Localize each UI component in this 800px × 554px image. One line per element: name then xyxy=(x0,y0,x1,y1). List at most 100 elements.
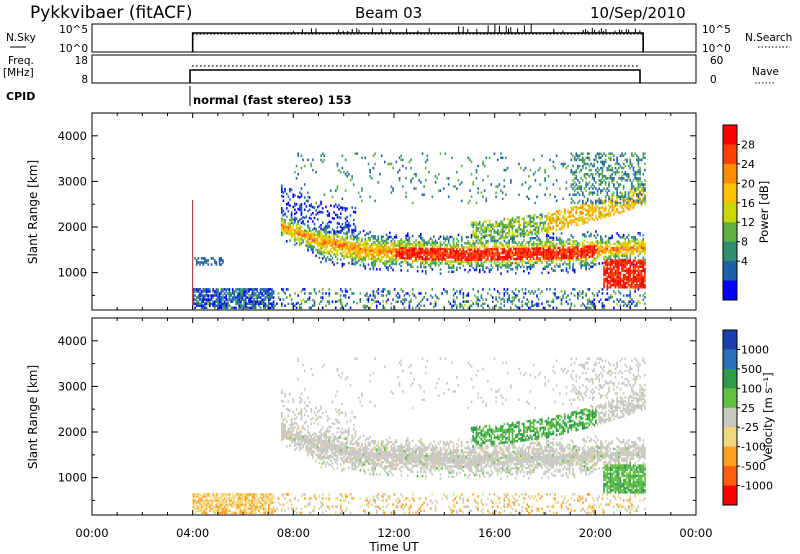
power-cell xyxy=(246,305,249,309)
power-cell xyxy=(631,271,633,275)
power-cell xyxy=(308,243,311,247)
power-cell xyxy=(199,294,201,297)
power-cell xyxy=(606,292,609,295)
power-cell xyxy=(575,158,578,162)
power-cell xyxy=(554,246,556,250)
power-cell xyxy=(639,279,641,283)
power-cell xyxy=(300,217,303,220)
power-cell xyxy=(470,304,473,308)
power-cell xyxy=(213,259,216,262)
power-cell xyxy=(591,246,594,250)
power-cell xyxy=(516,265,519,269)
power-cell xyxy=(599,237,602,241)
power-cell xyxy=(459,302,461,305)
power-cell xyxy=(627,240,630,243)
power-cell xyxy=(604,235,607,238)
power-cell xyxy=(457,246,460,249)
power-cell xyxy=(573,158,576,162)
power-cell xyxy=(529,257,532,260)
power-cell xyxy=(403,306,406,310)
power-cell xyxy=(608,204,610,207)
power-cell xyxy=(622,166,625,170)
power-cell xyxy=(220,292,223,295)
power-cell xyxy=(245,306,247,310)
power-cell xyxy=(338,235,340,238)
power-cell xyxy=(581,193,584,196)
power-cell xyxy=(559,256,561,260)
power-cell xyxy=(377,300,380,303)
power-cell xyxy=(614,210,617,214)
power-cell xyxy=(218,304,221,308)
power-cell xyxy=(387,248,389,251)
power-cell xyxy=(521,253,524,257)
power-cell xyxy=(364,246,367,249)
nave-label: Nave xyxy=(752,66,779,78)
power-cell xyxy=(385,243,388,247)
power-cell xyxy=(564,212,566,215)
power-cell xyxy=(388,248,391,251)
power-cell xyxy=(439,189,442,192)
power-cell xyxy=(336,239,339,242)
power-cell xyxy=(429,294,432,297)
power-cell xyxy=(640,187,643,190)
power-cell xyxy=(500,251,502,255)
power-cell xyxy=(398,254,401,258)
power-cell xyxy=(606,271,609,275)
power-cell xyxy=(297,195,299,199)
power-cell xyxy=(591,217,594,220)
power-cell xyxy=(608,261,610,264)
power-cell xyxy=(248,298,250,301)
power-cell xyxy=(632,179,635,182)
power-cell xyxy=(334,238,337,242)
power-cell xyxy=(472,258,474,262)
power-cell xyxy=(609,259,612,262)
power-cell xyxy=(328,250,331,253)
power-cell xyxy=(495,298,497,301)
power-cell xyxy=(637,265,640,269)
power-cell xyxy=(267,300,270,303)
power-cell xyxy=(439,243,442,247)
power-cell xyxy=(272,300,275,303)
power-cell xyxy=(454,303,456,306)
power-cell xyxy=(542,253,545,256)
power-cell xyxy=(302,230,304,234)
power-cell xyxy=(493,262,496,265)
power-cell xyxy=(323,238,326,242)
power-cell xyxy=(238,306,241,310)
power-cell xyxy=(320,202,322,206)
power-cell xyxy=(281,229,283,233)
power-cell xyxy=(493,247,496,251)
power-cell xyxy=(596,152,599,155)
power-cell xyxy=(454,252,456,255)
power-cell xyxy=(195,263,198,266)
power-cell xyxy=(622,242,625,245)
power-cell xyxy=(500,255,502,259)
power-cell xyxy=(370,263,373,267)
power-cell xyxy=(240,298,242,301)
power-cell xyxy=(354,206,357,210)
power-cell xyxy=(333,234,335,238)
power-cell xyxy=(586,152,589,155)
power-cell xyxy=(384,239,386,243)
power-cell xyxy=(493,235,496,238)
power-cell xyxy=(380,294,383,297)
power-cell xyxy=(228,304,231,308)
power-cell xyxy=(369,238,371,242)
power-cell xyxy=(236,288,239,291)
power-cell xyxy=(213,306,216,310)
power-cell xyxy=(532,236,535,240)
power-cell xyxy=(357,245,360,248)
power-cell xyxy=(384,264,386,267)
power-cell xyxy=(544,253,546,256)
power-cell xyxy=(493,231,496,234)
power-cell xyxy=(243,302,245,305)
power-cell xyxy=(281,302,283,305)
power-cell xyxy=(483,245,486,249)
power-cell xyxy=(577,207,579,210)
power-cell xyxy=(637,275,640,279)
power-cell xyxy=(377,237,380,240)
power-cell xyxy=(424,261,427,265)
power-cell xyxy=(626,263,628,266)
power-cell xyxy=(392,246,394,249)
power-cell xyxy=(601,154,604,158)
